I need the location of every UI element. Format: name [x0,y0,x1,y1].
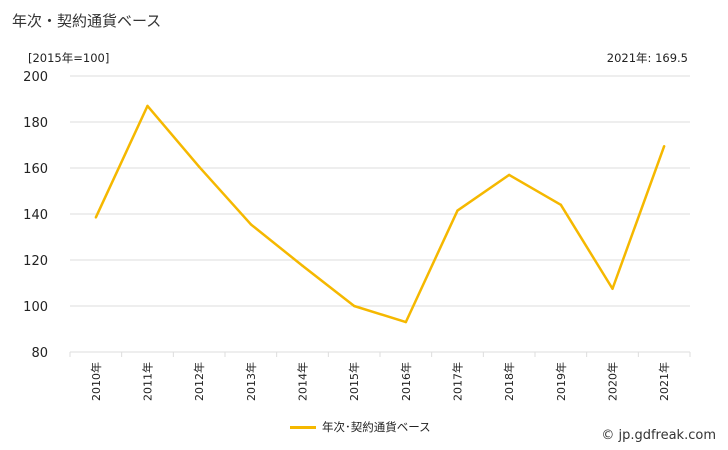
x-tick-label: 2015年 [347,362,361,401]
y-axis-ticks: 80 100 120 140 160 180 200 [23,70,48,361]
latest-value-label: 2021年: 169.5 [606,51,688,65]
y-tick-label: 140 [23,208,48,223]
legend-label: 年次･契約通貨ベース [322,420,431,434]
x-tick-label: 2013年 [244,362,258,401]
chart-title: 年次・契約通貨ベース [12,12,162,30]
x-tick-label: 2014年 [296,362,310,401]
x-tick-label: 2011年 [141,362,155,401]
data-point [404,320,408,324]
series-group [94,104,666,324]
data-point [559,203,563,206]
data-point [94,216,98,219]
data-point [197,165,201,169]
legend: 年次･契約通貨ベース [290,419,431,435]
x-tick-label: 2020年 [606,362,620,401]
y-tick-label: 120 [23,254,48,269]
x-tick-label: 2017年 [451,362,465,401]
x-tick-label: 2016年 [399,362,413,401]
data-point [456,209,459,212]
gridlines [69,75,691,357]
x-tick-label: 2010年 [89,362,103,401]
data-point [507,173,511,177]
data-point [662,144,666,148]
y-tick-label: 180 [23,116,48,131]
legend-swatch [290,425,316,429]
data-point [301,264,304,267]
data-point [146,104,149,108]
data-point [352,304,356,308]
y-tick-label: 100 [23,300,48,315]
x-tick-label: 2018年 [502,362,516,401]
x-tick-label: 2021年 [657,362,671,401]
x-tick-label: 2012年 [192,362,206,401]
series-line-0 [94,104,666,324]
y-tick-label: 160 [23,162,48,177]
unit-label: [2015年=100] [28,51,110,65]
y-tick-label: 80 [31,346,48,361]
y-tick-label: 200 [23,70,48,85]
data-point [249,223,253,226]
x-axis-ticks: 2010年 2011年 2012年 2013年 2014年 2015年 2016年 2017年… [89,362,671,401]
credit-text: © jp.gdfreak.com [601,428,716,443]
data-point [611,287,614,290]
x-tick-label: 2019年 [554,362,568,401]
